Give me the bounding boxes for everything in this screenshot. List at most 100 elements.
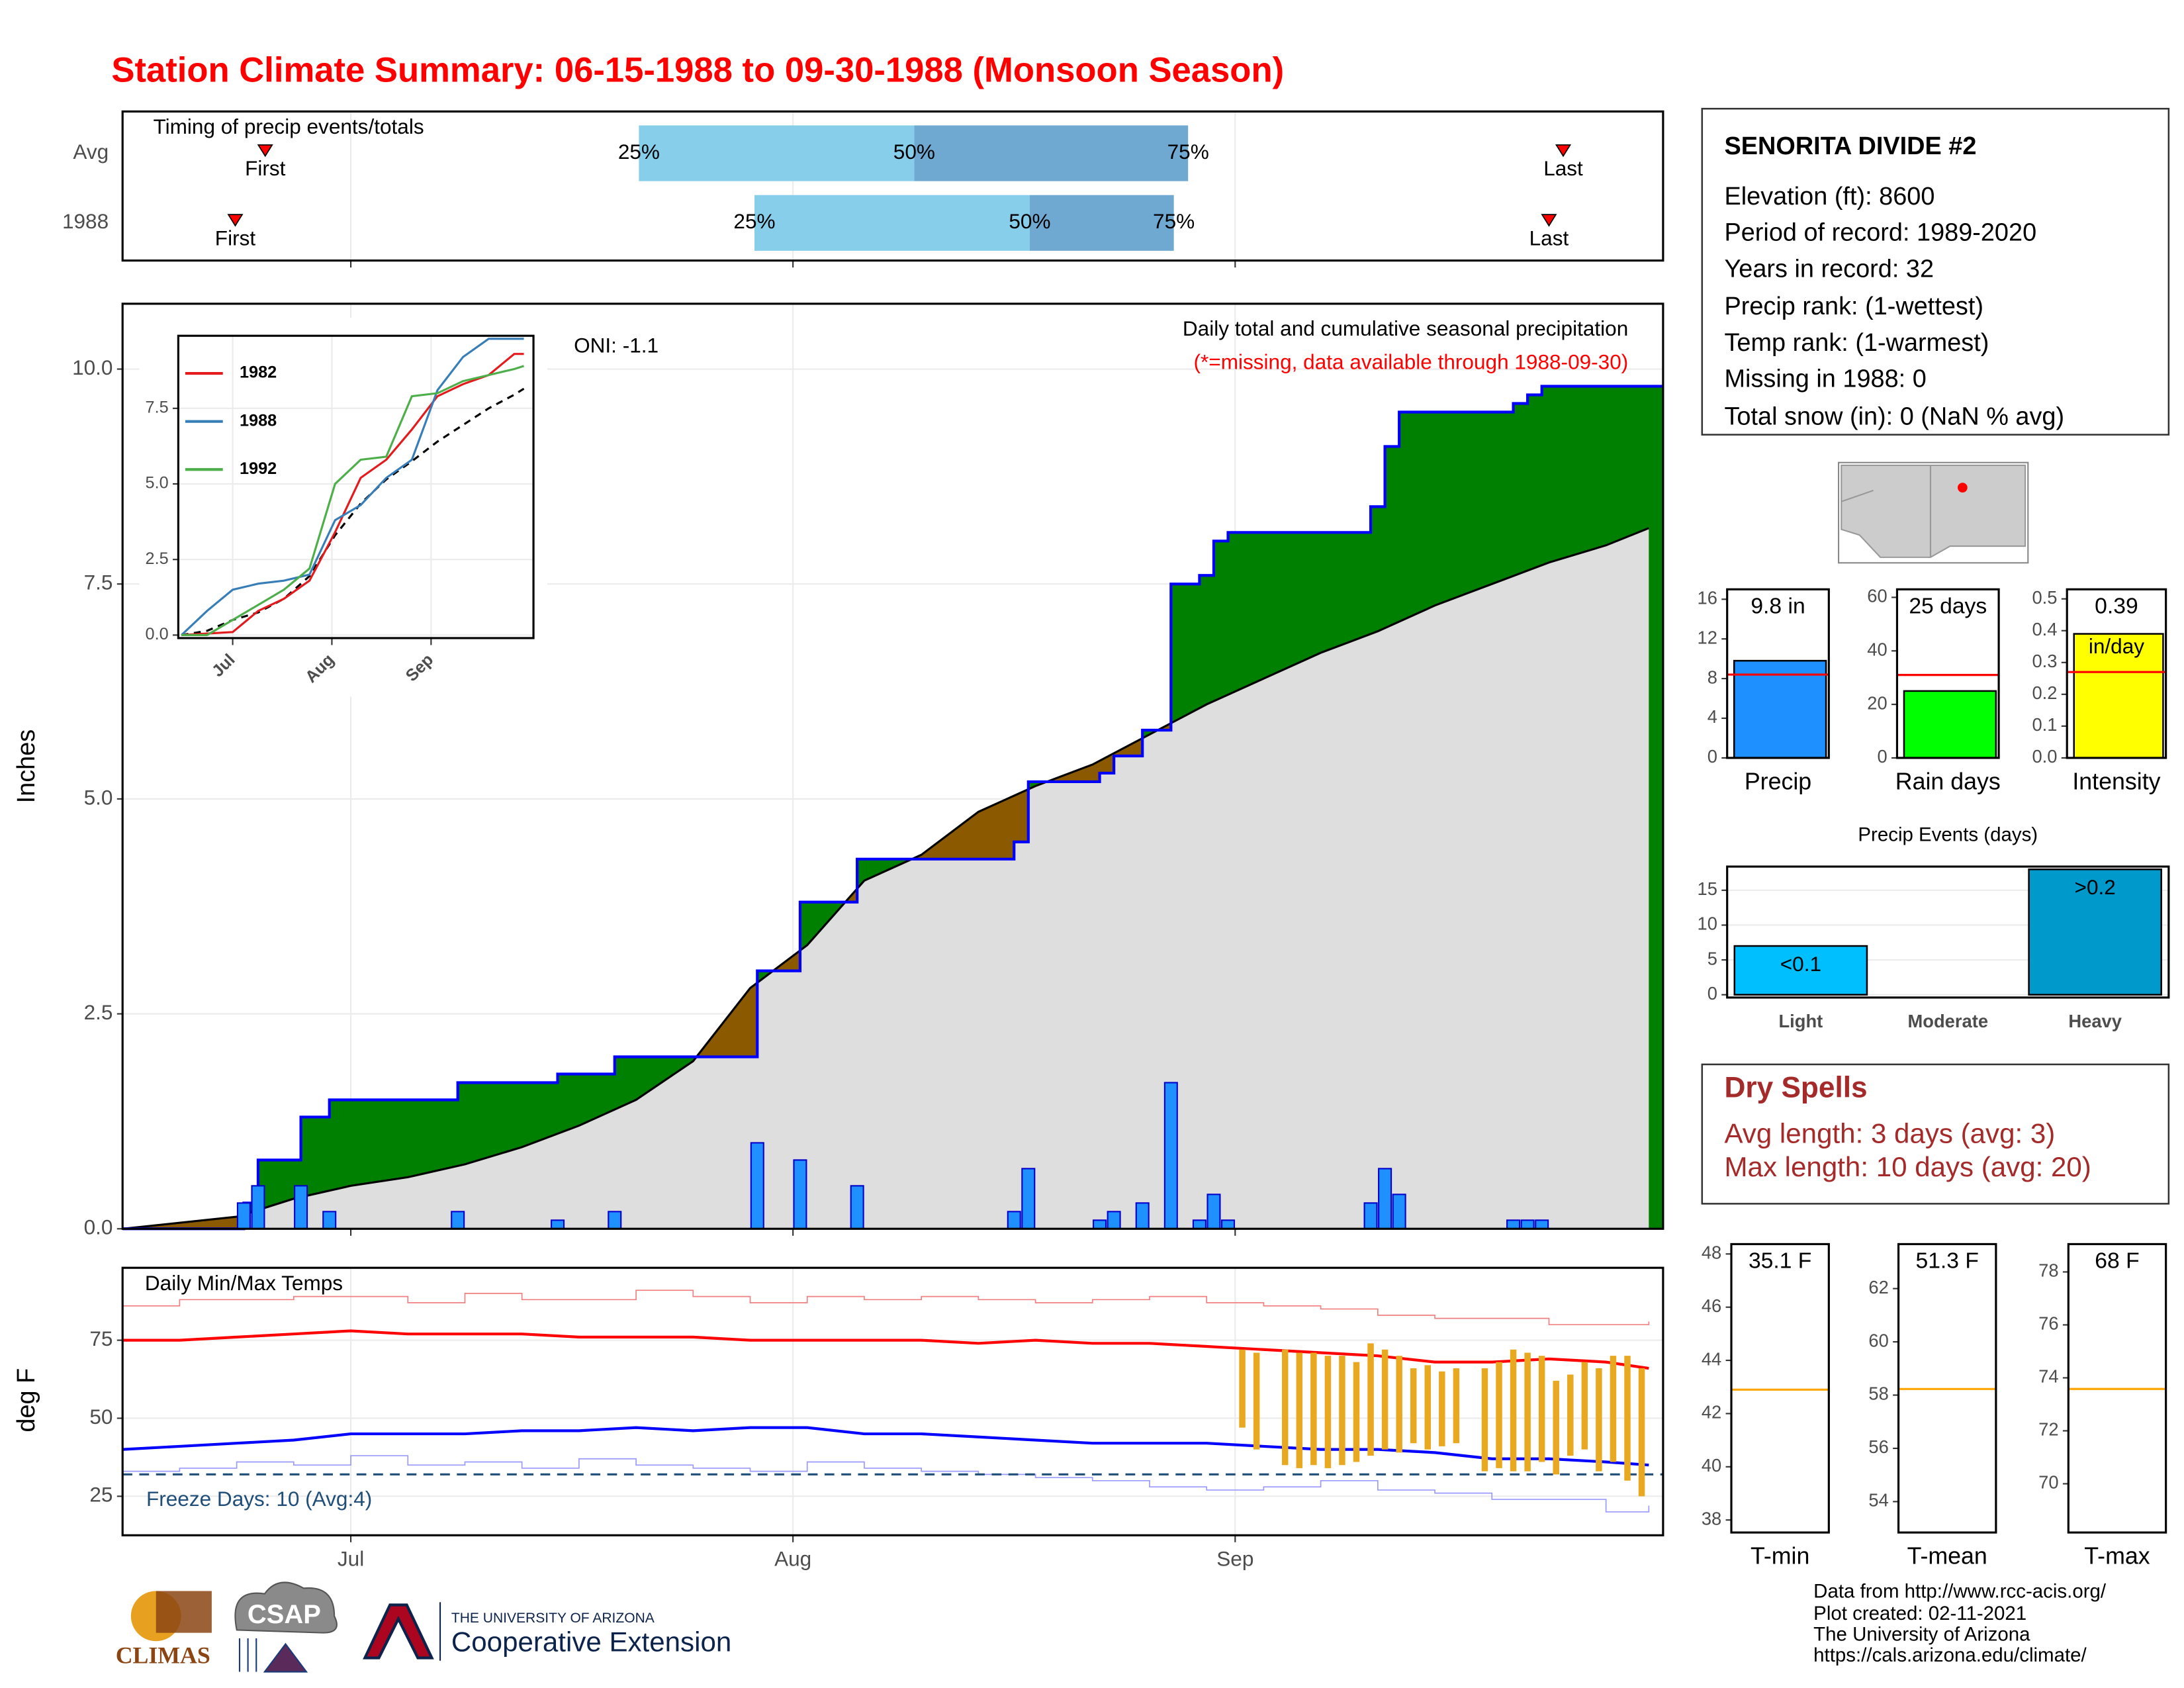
daily-bar	[1135, 1202, 1150, 1230]
y-tick-label: 0	[1707, 983, 1717, 1004]
bar	[1733, 659, 1827, 758]
y-tick-label: 7.5	[84, 571, 113, 594]
series-line	[181, 365, 525, 636]
series-line	[181, 338, 524, 636]
chart-title: Daily total and cumulative seasonal prec…	[1183, 316, 1628, 340]
y-tick-label: 0	[1707, 746, 1717, 767]
y-tick-label: 25	[89, 1483, 113, 1507]
y-tick-label: 56	[1868, 1436, 1888, 1457]
logo-text: CSAP	[248, 1600, 321, 1629]
value-label: 9.8 in	[1751, 594, 1805, 619]
footer-line: Plot created: 02-11-2021	[1813, 1603, 2026, 1624]
bar	[2028, 868, 2162, 996]
station-line: Total snow (in): 0 (NaN % avg)	[1724, 402, 2064, 430]
y-tick-label: 0.0	[2032, 746, 2057, 767]
y-tick-label: 70	[2038, 1472, 2058, 1493]
daily-bar	[1093, 1219, 1107, 1230]
bars	[1733, 868, 2162, 996]
timing-bar	[1029, 195, 1174, 251]
y-tick-label: 0.5	[2032, 587, 2057, 608]
daily-bar	[251, 1185, 265, 1230]
average-cumulative-line	[122, 527, 1649, 1230]
daily-bar	[1520, 1219, 1535, 1230]
value-label: 51.3 F	[1916, 1249, 1979, 1274]
station-line: Temp rank: (1-warmest)	[1724, 329, 1989, 357]
unit-label: in/day	[2089, 634, 2144, 658]
annotation: ONI: -1.1	[574, 333, 659, 357]
x-label: T-mean	[1907, 1542, 1987, 1569]
timing-label: 75%	[1153, 209, 1195, 233]
y-tick-label: 60	[1868, 1330, 1888, 1350]
y-tick-label: 0.0	[146, 625, 169, 643]
timing-label: 50%	[1009, 209, 1050, 233]
bars	[1727, 659, 1829, 758]
daily-bar	[750, 1142, 764, 1230]
y-axis-label: Inches	[13, 729, 40, 804]
y-tick-label: 7.5	[146, 399, 169, 417]
daily-bar	[1363, 1202, 1378, 1230]
bar-annotation: <0.1	[1780, 952, 1821, 976]
timing-bar	[639, 125, 915, 181]
daily-bar	[608, 1211, 622, 1230]
dry-spells-line: Avg length: 3 days (avg: 3)	[1724, 1117, 2055, 1149]
logo-text: CLIMAS	[116, 1642, 210, 1669]
bar	[1903, 690, 1997, 758]
timing-label: 25%	[618, 140, 660, 164]
daily-bar	[1535, 1219, 1549, 1230]
value-label: 68 F	[2095, 1249, 2139, 1274]
logos: CLIMAS CSAP THE UNIVERSITY OF ARIZONA Co…	[116, 1581, 731, 1673]
daily-bar	[1378, 1168, 1392, 1230]
temperature-lines	[122, 1289, 1663, 1513]
station-line: Missing in 1988: 0	[1724, 365, 1926, 393]
plot-frame	[1895, 588, 2000, 759]
timing-label: 25%	[733, 209, 775, 233]
y-tick-label: 72	[2038, 1419, 2058, 1440]
value-label: 35.1 F	[1749, 1249, 1811, 1274]
x-label: Rain days	[1895, 768, 2001, 794]
y-tick-label: 20	[1867, 692, 1887, 713]
event-marker	[1555, 144, 1572, 158]
daily-bar	[1107, 1211, 1121, 1230]
x-tick-label: Heavy	[2068, 1011, 2122, 1031]
freeze-annotation: Freeze Days: 10 (Avg:4)	[146, 1487, 372, 1511]
y-tick-label: 76	[2038, 1313, 2058, 1334]
station-line: Precip rank: (1-wettest)	[1724, 293, 1983, 320]
y-tick-label: 5.0	[84, 785, 113, 809]
daily-bar	[1163, 1082, 1178, 1230]
event-label: Last	[1543, 156, 1583, 180]
ua-emblem	[363, 1603, 434, 1660]
y-tick-label: 2.5	[84, 1000, 113, 1024]
footer-line: https://cals.arizona.edu/climate/	[1813, 1644, 2087, 1666]
bars	[2068, 1387, 2166, 1533]
plot-frame	[2066, 588, 2167, 759]
x-label: Intensity	[2072, 768, 2160, 794]
timing-label: 75%	[1167, 140, 1209, 164]
x-tick-label: Aug	[774, 1547, 811, 1571]
temperature-line	[122, 1455, 1650, 1513]
y-tick-label: 0.2	[2032, 682, 2057, 703]
panel-title: Timing of precip events/totals	[154, 115, 424, 138]
event-label: First	[215, 226, 256, 250]
y-tick-label: 44	[1702, 1348, 1721, 1369]
y-tick-label: 0.0	[84, 1215, 113, 1239]
bar	[2073, 633, 2164, 758]
chart-title: Precip Events (days)	[1858, 824, 2038, 846]
y-tick-label: 5	[1707, 948, 1717, 968]
x-tick-label: Sep	[1216, 1547, 1253, 1571]
plot-frame	[1726, 865, 2170, 999]
event-marker	[1541, 214, 1557, 227]
map-land	[1841, 464, 2026, 558]
y-tick-label: 60	[1867, 586, 1887, 606]
plot-frame	[121, 110, 1664, 262]
y-tick-label: 10	[1698, 914, 1717, 934]
x-label: T-min	[1751, 1542, 1809, 1569]
x-tick-label: Jul	[338, 1547, 364, 1571]
plot-frame	[1730, 1243, 1830, 1534]
y-axis-label: deg F	[13, 1368, 40, 1432]
y-tick-label: 0.1	[2032, 714, 2057, 735]
event-label: Last	[1529, 226, 1569, 250]
y-tick-label: 58	[1868, 1383, 1888, 1404]
daily-bar	[1221, 1219, 1236, 1230]
y-tick-label: 40	[1702, 1455, 1721, 1476]
event-marker	[227, 214, 244, 227]
